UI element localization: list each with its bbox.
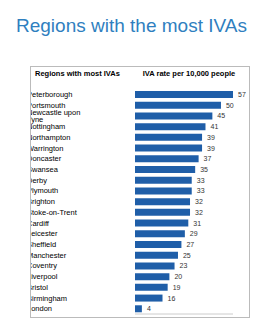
svg-text:20: 20 <box>174 273 182 280</box>
svg-text:33: 33 <box>197 187 205 194</box>
svg-text:35: 35 <box>200 166 208 173</box>
svg-text:Leicester: Leicester <box>31 229 58 238</box>
html-text:Regions with the most IVAs: Regions with the most IVAs <box>16 15 247 36</box>
svg-text:33: 33 <box>197 177 205 184</box>
svg-text:Doncaster: Doncaster <box>31 154 62 163</box>
svg-text:Birmingham: Birmingham <box>31 294 67 303</box>
svg-text:41: 41 <box>210 123 218 130</box>
svg-text:Stoke-on-Trent: Stoke-on-Trent <box>31 208 78 217</box>
svg-text:Manchester: Manchester <box>31 251 67 260</box>
svg-text:Derby: Derby <box>31 176 47 185</box>
svg-text:London: London <box>31 304 52 313</box>
html-text:Regions with most IVAs: Regions with most IVAs <box>35 69 120 78</box>
svg-text:Warrington: Warrington <box>31 144 63 153</box>
svg-text:Plymouth: Plymouth <box>31 186 58 195</box>
svg-text:Northampton: Northampton <box>31 133 70 142</box>
svg-text:37: 37 <box>204 155 212 162</box>
svg-text:39: 39 <box>207 134 215 141</box>
svg-text:45: 45 <box>217 112 225 119</box>
svg-text:23: 23 <box>180 262 188 269</box>
svg-text:27: 27 <box>186 241 194 248</box>
svg-text:Bristol: Bristol <box>31 283 48 292</box>
svg-text:Coventry: Coventry <box>31 261 57 270</box>
svg-text:Brighton: Brighton <box>31 197 55 206</box>
svg-text:4: 4 <box>147 305 151 312</box>
svg-text:16: 16 <box>168 295 176 302</box>
svg-text:Peterborough: Peterborough <box>31 90 72 99</box>
svg-text:39: 39 <box>207 145 215 152</box>
svg-text:Swansea: Swansea <box>31 165 59 174</box>
svg-text:Liverpool: Liverpool <box>31 272 58 281</box>
svg-text:29: 29 <box>190 230 198 237</box>
html-text:IVA rate per 10,000 people: IVA rate per 10,000 people <box>142 69 236 78</box>
svg-text:Nottingham: Nottingham <box>31 122 65 131</box>
svg-text:31: 31 <box>193 220 201 227</box>
svg-text:Cardiff: Cardiff <box>31 219 50 228</box>
svg-text:50: 50 <box>226 102 234 109</box>
svg-text:19: 19 <box>173 284 181 291</box>
svg-text:32: 32 <box>195 209 203 216</box>
svg-text:57: 57 <box>238 91 246 98</box>
svg-text:Sheffield: Sheffield <box>31 240 56 249</box>
svg-text:25: 25 <box>183 252 191 259</box>
svg-text:32: 32 <box>195 198 203 205</box>
